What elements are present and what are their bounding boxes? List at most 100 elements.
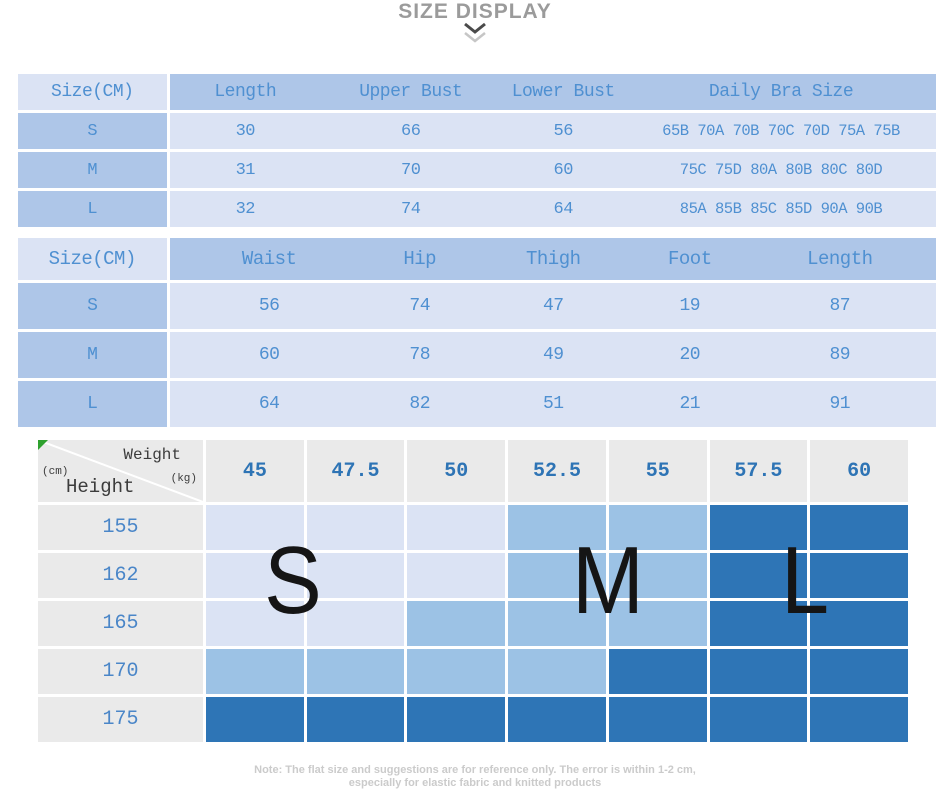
- size-letter-l: L: [780, 527, 830, 634]
- matrix-cell-size-s: [206, 553, 304, 598]
- diagonal-divider: [38, 440, 203, 502]
- value-cell: 19: [635, 283, 744, 329]
- size-label-cell: L: [18, 191, 167, 227]
- weight-header-cell: 55: [608, 440, 707, 502]
- column-header: Length: [743, 238, 936, 280]
- table-row: L 64 82 51 21 91: [18, 381, 936, 427]
- value-cell: 20: [635, 332, 744, 378]
- value-cell: 74: [368, 283, 471, 329]
- value-cell: 56: [169, 283, 369, 329]
- note-line-1: Note: The flat size and suggestions are …: [254, 764, 696, 776]
- matrix-cell-size-s: [306, 601, 405, 646]
- matrix-cell-size-l: [810, 505, 908, 550]
- height-header-cell: 162: [38, 553, 203, 598]
- value-cell: 49: [470, 332, 636, 378]
- column-header: Upper Bust: [321, 74, 501, 110]
- value-cell: 31: [169, 152, 322, 188]
- table-row: S 56 74 47 19 87: [18, 283, 936, 329]
- page-title: SIZE DISPLAY: [398, 0, 552, 23]
- matrix-cell-size-m: [206, 649, 304, 694]
- matrix-cell-size-m: [608, 601, 707, 646]
- matrix-cell-size-l: [709, 601, 808, 646]
- matrix-grid: Weight (kg) Height (cm) 45 47.5 50 52.5 55 57…: [38, 440, 908, 742]
- value-cell: 89: [743, 332, 936, 378]
- column-header: Waist: [169, 238, 369, 280]
- table-row: L 32 74 64 85A 85B 85C 85D 90A 90B: [18, 191, 936, 227]
- column-header: Thigh: [470, 238, 636, 280]
- matrix-cell-size-l: [810, 649, 908, 694]
- matrix-cell-size-l: [306, 697, 405, 742]
- matrix-cell-size-l: [206, 697, 304, 742]
- matrix-cell-size-m: [608, 505, 707, 550]
- table-header-row: Size(CM) Waist Hip Thigh Foot Length: [18, 238, 936, 280]
- note-line-2: especially for elastic fabric and knitte…: [348, 777, 602, 789]
- matrix-cell-size-l: [810, 553, 908, 598]
- matrix-cell-size-l: [407, 697, 506, 742]
- value-cell: 56: [500, 113, 627, 149]
- height-header-cell: 170: [38, 649, 203, 694]
- column-header-size: Size(CM): [18, 238, 167, 280]
- matrix-cell-size-m: [508, 601, 606, 646]
- matrix-cell-size-l: [810, 697, 908, 742]
- size-label-cell: S: [18, 283, 167, 329]
- value-cell: 30: [169, 113, 322, 149]
- weight-header-cell: 60: [810, 440, 908, 502]
- value-cell: 70: [321, 152, 501, 188]
- green-corner-flag-icon: [38, 440, 48, 450]
- matrix-cell-size-s: [407, 553, 506, 598]
- size-label-cell: M: [18, 332, 167, 378]
- value-cell: 60: [169, 332, 369, 378]
- double-chevron-down-icon: [460, 22, 490, 49]
- bra-size-table: Size(CM) Length Upper Bust Lower Bust Daily …: [18, 74, 936, 227]
- matrix-cell-size-l: [709, 649, 808, 694]
- weight-axis-label: Weight: [123, 446, 181, 464]
- matrix-cell-size-m: [508, 649, 606, 694]
- value-cell: 64: [500, 191, 627, 227]
- size-label-cell: S: [18, 113, 167, 149]
- value-cell: 87: [743, 283, 936, 329]
- matrix-cell-size-s: [206, 601, 304, 646]
- value-cell: 75C 75D 80A 80B 80C 80D: [626, 152, 936, 188]
- matrix-cell-size-l: [608, 649, 707, 694]
- matrix-cell-size-s: [306, 553, 405, 598]
- size-label-cell: L: [18, 381, 167, 427]
- value-cell: 64: [169, 381, 369, 427]
- value-cell: 60: [500, 152, 627, 188]
- column-header: Lower Bust: [500, 74, 627, 110]
- value-cell: 47: [470, 283, 636, 329]
- value-cell: 78: [368, 332, 471, 378]
- height-header-cell: 165: [38, 601, 203, 646]
- matrix-cell-size-m: [508, 553, 606, 598]
- height-axis-label: Height: [66, 476, 135, 498]
- size-label-cell: M: [18, 152, 167, 188]
- matrix-cell-size-s: [206, 505, 304, 550]
- height-header-cell: 155: [38, 505, 203, 550]
- matrix-cell-size-m: [407, 601, 506, 646]
- note-text: Note: The flat size and suggestions are …: [0, 764, 950, 790]
- column-header: Foot: [635, 238, 744, 280]
- value-cell: 66: [321, 113, 501, 149]
- matrix-cell-size-m: [306, 649, 405, 694]
- matrix-cell-size-m: [508, 505, 606, 550]
- matrix-cell-size-s: [306, 505, 405, 550]
- value-cell: 21: [635, 381, 744, 427]
- weight-header-cell: 45: [206, 440, 304, 502]
- table-row: M 60 78 49 20 89: [18, 332, 936, 378]
- matrix-cell-size-l: [508, 697, 606, 742]
- size-letter-s: S: [264, 527, 322, 634]
- value-cell: 74: [321, 191, 501, 227]
- matrix-cell-size-m: [407, 649, 506, 694]
- matrix-cell-size-l: [709, 553, 808, 598]
- weight-header-cell: 57.5: [709, 440, 808, 502]
- value-cell: 91: [743, 381, 936, 427]
- weight-header-cell: 52.5: [508, 440, 606, 502]
- table-row: M 31 70 60 75C 75D 80A 80B 80C 80D: [18, 152, 936, 188]
- height-header-cell: 175: [38, 697, 203, 742]
- height-weight-matrix: Weight (kg) Height (cm) 45 47.5 50 52.5 55 57…: [38, 440, 908, 742]
- weight-axis-unit: (kg): [170, 473, 197, 485]
- bottoms-size-table: Size(CM) Waist Hip Thigh Foot Length S 56 74 47 19…: [18, 238, 936, 427]
- value-cell: 32: [169, 191, 322, 227]
- matrix-cell-size-l: [709, 505, 808, 550]
- column-header: Daily Bra Size: [626, 74, 936, 110]
- value-cell: 65B 70A 70B 70C 70D 75A 75B: [626, 113, 936, 149]
